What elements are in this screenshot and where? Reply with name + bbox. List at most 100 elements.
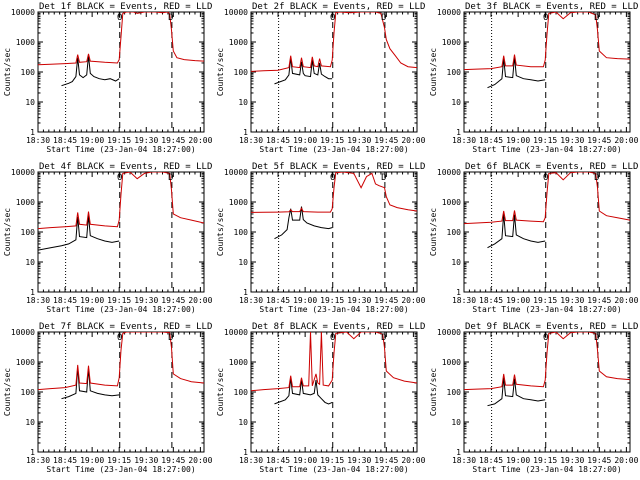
y-tick-label: 100 [234, 388, 249, 397]
y-tick-label: 10000 [437, 8, 461, 17]
panel-4: Det 4f BLACK = Events, RED = LLD 1 10 100 10… [3, 162, 213, 314]
x-tick-label: 19:15 [533, 136, 557, 145]
marker-flag: O [117, 13, 122, 23]
x-tick-label: 19:15 [320, 296, 344, 305]
x-tick-label: 19:15 [320, 136, 344, 145]
lld-line [38, 172, 204, 230]
lld-line [38, 12, 204, 66]
marker-flag: O [543, 13, 548, 23]
marker-flag: O [117, 333, 122, 343]
panel-2: Det 2f BLACK = Events, RED = LLD 1 10 100 10… [216, 2, 426, 154]
events-line [38, 215, 120, 251]
marker-flag: D [168, 13, 173, 23]
panel-title: Det 6f BLACK = Events, RED = LLD [465, 162, 638, 172]
x-axis-label: Start Time (23-Jan-04 18:27:00) [472, 465, 621, 474]
x-tick-label: 19:45 [161, 456, 185, 465]
panel-9: Det 9f BLACK = Events, RED = LLD 1 10 100 10… [429, 322, 639, 474]
x-tick-label: 18:45 [53, 136, 77, 145]
x-tick-label: 20:00 [401, 136, 425, 145]
x-axis-label: Start Time (23-Jan-04 18:27:00) [259, 305, 408, 314]
panel-title: Det 7f BLACK = Events, RED = LLD [39, 322, 212, 332]
y-tick-label: 1 [456, 448, 461, 457]
x-tick-label: 19:30 [134, 456, 158, 465]
x-tick-label: 19:30 [347, 456, 371, 465]
y-tick-label: 10000 [224, 328, 248, 337]
events-line [487, 377, 546, 407]
y-tick-label: 100 [447, 68, 462, 77]
y-axis-label: Counts/sec [3, 208, 12, 256]
x-tick-label: 18:45 [53, 296, 77, 305]
x-axis-label: Start Time (23-Jan-04 18:27:00) [259, 145, 408, 154]
panel-title: Det 1f BLACK = Events, RED = LLD [39, 2, 212, 12]
y-tick-label: 1 [456, 128, 461, 137]
marker-flag: O [543, 333, 548, 343]
x-tick-label: 18:45 [479, 456, 503, 465]
x-tick-label: 19:15 [107, 296, 131, 305]
y-tick-label: 100 [21, 68, 36, 77]
x-tick-label: 18:45 [266, 136, 290, 145]
lld-line [464, 172, 630, 225]
plot-area [464, 332, 630, 452]
y-tick-label: 1 [30, 128, 35, 137]
y-tick-label: 1000 [442, 38, 461, 47]
marker-flag: D [381, 13, 386, 23]
y-axis-label: Counts/sec [216, 48, 225, 96]
marker-flag: D [594, 173, 599, 183]
y-tick-label: 10 [238, 418, 248, 427]
events-line [274, 377, 333, 405]
y-tick-label: 100 [234, 228, 249, 237]
x-tick-label: 18:30 [26, 136, 50, 145]
x-tick-label: 19:30 [560, 456, 584, 465]
x-tick-label: 19:45 [587, 296, 611, 305]
x-tick-label: 20:00 [401, 296, 425, 305]
panel-7: Det 7f BLACK = Events, RED = LLD 1 10 100 10… [3, 322, 213, 474]
x-tick-label: 19:00 [293, 296, 317, 305]
plot-area [464, 12, 630, 132]
x-tick-label: 19:00 [506, 136, 530, 145]
x-tick-label: 19:15 [320, 456, 344, 465]
events-line [274, 206, 333, 240]
x-tick-label: 18:30 [452, 456, 476, 465]
y-tick-label: 10000 [11, 168, 35, 177]
plot-area [38, 332, 204, 452]
x-tick-label: 18:30 [239, 136, 263, 145]
panel-title: Det 4f BLACK = Events, RED = LLD [39, 162, 212, 172]
y-tick-label: 10000 [437, 328, 461, 337]
y-tick-label: 1 [30, 288, 35, 297]
panel-title: Det 3f BLACK = Events, RED = LLD [465, 2, 638, 12]
x-axis-label: Start Time (23-Jan-04 18:27:00) [259, 465, 408, 474]
x-tick-label: 19:00 [506, 296, 530, 305]
y-tick-label: 10 [25, 418, 35, 427]
x-tick-label: 19:00 [80, 136, 104, 145]
x-tick-label: 19:30 [560, 296, 584, 305]
x-tick-label: 18:30 [452, 296, 476, 305]
plot-area [38, 12, 204, 132]
y-tick-label: 100 [21, 228, 36, 237]
lld-line [251, 12, 417, 72]
x-tick-label: 20:00 [614, 136, 638, 145]
x-tick-label: 19:00 [80, 296, 104, 305]
y-axis-label: Counts/sec [429, 368, 438, 416]
y-tick-label: 10 [25, 98, 35, 107]
x-tick-label: 19:15 [533, 456, 557, 465]
x-tick-label: 18:30 [239, 456, 263, 465]
events-line [274, 57, 333, 85]
x-tick-label: 19:00 [293, 456, 317, 465]
x-tick-label: 19:45 [161, 296, 185, 305]
x-tick-label: 19:45 [587, 456, 611, 465]
lld-line [464, 12, 630, 71]
events-line [61, 367, 120, 400]
lld-line [38, 332, 204, 391]
x-tick-label: 19:00 [293, 136, 317, 145]
x-tick-label: 19:00 [80, 456, 104, 465]
x-tick-label: 18:45 [266, 456, 290, 465]
lld-line [464, 332, 630, 391]
y-tick-label: 1000 [442, 358, 461, 367]
x-tick-label: 19:30 [134, 296, 158, 305]
x-tick-label: 20:00 [188, 456, 212, 465]
x-tick-label: 19:45 [374, 296, 398, 305]
y-tick-label: 10 [451, 258, 461, 267]
plot-area [464, 172, 630, 292]
x-axis-label: Start Time (23-Jan-04 18:27:00) [472, 145, 621, 154]
